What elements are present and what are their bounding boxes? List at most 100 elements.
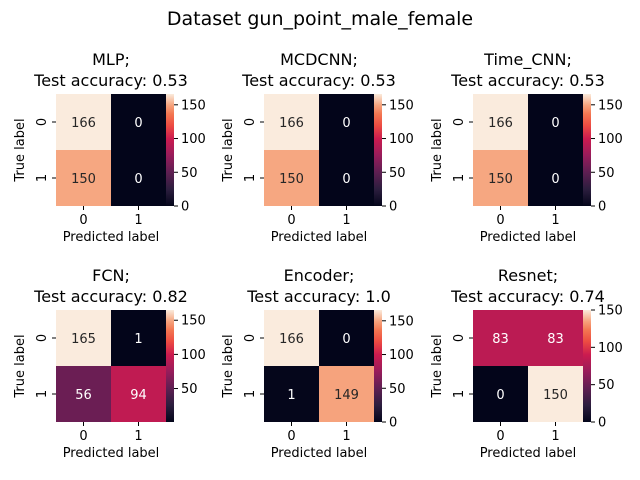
x-axis-label: Predicted label (271, 230, 368, 245)
colorbar-tick-label: 100 (389, 348, 414, 363)
heatmap-cell (473, 366, 528, 422)
panel-subtitle: Test accuracy: 0.74 (450, 287, 605, 306)
colorbar (374, 94, 382, 206)
heatmap-cell (264, 150, 319, 206)
heatmap-cell (319, 310, 374, 366)
x-tick-label: 0 (287, 213, 295, 228)
colorbar-tick-label: 0 (389, 200, 397, 215)
y-axis-label: True label (13, 118, 28, 182)
y-tick-label: 0 (452, 334, 467, 342)
panel-subtitle: Test accuracy: 0.53 (241, 71, 396, 90)
cell-value-label: 166 (488, 116, 513, 131)
panel-0: MLP; Test accuracy: 0.53 166 0 150 0 0 1 0 1 Predi… (13, 50, 206, 245)
colorbar-tick-label: 150 (181, 98, 206, 113)
x-tick-label: 1 (342, 429, 350, 444)
cell-value-label: 83 (547, 332, 564, 347)
colorbar-tick-label: 50 (598, 378, 615, 393)
y-tick-label: 1 (243, 390, 258, 398)
colorbar-tick-label: 150 (181, 314, 206, 329)
heatmap-cell (111, 94, 166, 150)
panel-3: FCN; Test accuracy: 0.82 165 1 56 94 0 1 0 1 Predi… (13, 266, 206, 461)
colorbar-tick-label: 100 (389, 132, 414, 147)
panel-subtitle: Test accuracy: 1.0 (246, 287, 391, 306)
heatmap-cell (473, 94, 528, 150)
colorbar-tick-label: 100 (181, 348, 206, 363)
colorbar-tick-label: 0 (181, 200, 189, 215)
y-tick-label: 1 (243, 174, 258, 182)
colorbar-tick-label: 0 (389, 416, 397, 431)
colorbar (374, 310, 382, 422)
y-tick-label: 1 (35, 390, 50, 398)
heatmap-cell (319, 150, 374, 206)
x-tick-label: 0 (79, 213, 87, 228)
heatmap-cell (528, 94, 583, 150)
y-tick-label: 1 (452, 390, 467, 398)
panel-4: Encoder; Test accuracy: 1.0 166 0 1 149 0 1 0 1 Pr… (221, 266, 414, 461)
cell-value-label: 0 (342, 172, 350, 187)
heatmap-cell (528, 366, 583, 422)
x-axis-label: Predicted label (271, 446, 368, 461)
cell-value-label: 150 (71, 172, 96, 187)
cell-value-label: 0 (134, 172, 142, 187)
cell-value-label: 165 (71, 332, 96, 347)
heatmap-cell (319, 366, 374, 422)
heatmap-cell (111, 310, 166, 366)
cell-value-label: 0 (342, 332, 350, 347)
figure-title: Dataset gun_point_male_female (167, 8, 473, 30)
panel-title: MCDCNN; (280, 50, 358, 69)
y-tick-label: 0 (243, 334, 258, 342)
cell-value-label: 150 (279, 172, 304, 187)
heatmap-cell (111, 150, 166, 206)
panel-1: MCDCNN; Test accuracy: 0.53 166 0 150 0 0 1 0 1 Pr… (221, 50, 414, 245)
colorbar-tick-label: 50 (598, 166, 615, 181)
x-tick-label: 0 (496, 213, 504, 228)
x-tick-label: 1 (134, 429, 142, 444)
panel-title: MLP; (92, 50, 130, 69)
panel-subtitle: Test accuracy: 0.82 (33, 287, 188, 306)
colorbar-tick-label: 100 (598, 341, 623, 356)
cell-value-label: 149 (334, 388, 359, 403)
panel-title: Time_CNN; (483, 50, 572, 70)
panel-5: Resnet; Test accuracy: 0.74 83 83 0 150 0 1 0 1 Pr… (430, 266, 623, 461)
x-axis-label: Predicted label (63, 446, 160, 461)
heatmap-cell (473, 310, 528, 366)
colorbar (166, 310, 174, 422)
heatmap-cell (56, 366, 111, 422)
y-tick-label: 1 (452, 174, 467, 182)
x-tick-label: 1 (342, 213, 350, 228)
heatmap-cell (56, 150, 111, 206)
colorbar (166, 94, 174, 206)
x-tick-label: 0 (496, 429, 504, 444)
cell-value-label: 0 (551, 172, 559, 187)
colorbar (583, 94, 591, 206)
cell-value-label: 166 (279, 332, 304, 347)
panel-subtitle: Test accuracy: 0.53 (450, 71, 605, 90)
panel-title: Encoder; (284, 266, 355, 285)
heatmap-cell (264, 310, 319, 366)
x-tick-label: 1 (551, 213, 559, 228)
colorbar-tick-label: 0 (598, 416, 606, 431)
cell-value-label: 150 (543, 388, 568, 403)
cell-value-label: 0 (342, 116, 350, 131)
heatmap-cell (319, 94, 374, 150)
heatmap-cell (473, 150, 528, 206)
y-axis-label: True label (430, 118, 445, 182)
panel-title: Resnet; (498, 266, 558, 285)
cell-value-label: 0 (496, 388, 504, 403)
y-axis-label: True label (221, 118, 236, 182)
x-axis-label: Predicted label (480, 230, 577, 245)
heatmap-cell (528, 310, 583, 366)
cell-value-label: 0 (551, 116, 559, 131)
y-tick-label: 0 (35, 334, 50, 342)
y-tick-label: 0 (243, 118, 258, 126)
colorbar-tick-label: 150 (389, 314, 414, 329)
cell-value-label: 56 (75, 388, 92, 403)
cell-value-label: 166 (279, 116, 304, 131)
cell-value-label: 94 (130, 388, 147, 403)
colorbar-tick-label: 0 (598, 200, 606, 215)
heatmap-cell (264, 366, 319, 422)
cell-value-label: 1 (287, 388, 295, 403)
